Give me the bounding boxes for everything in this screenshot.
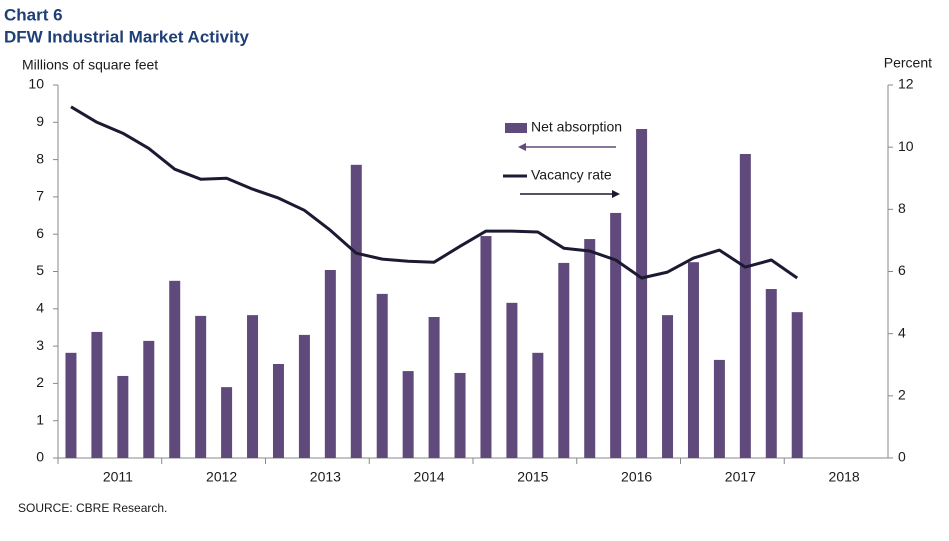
legend-label: Net absorption <box>531 119 622 135</box>
x-group-label: 2012 <box>206 469 237 485</box>
bar <box>610 212 622 458</box>
bar <box>376 293 388 458</box>
x-group-label: 2011 <box>103 469 133 485</box>
x-group-label: 2014 <box>414 469 445 485</box>
chart-title: Chart 6 <box>4 5 63 24</box>
y-tick-label: 6 <box>36 225 44 241</box>
legend-arrow-head <box>518 143 526 151</box>
source-note: SOURCE: CBRE Research. <box>18 501 167 515</box>
bar <box>532 352 544 458</box>
bar <box>584 239 596 458</box>
bar <box>662 315 674 458</box>
x-group-label: 2013 <box>310 469 341 485</box>
y2-axis-label: Percent <box>884 55 932 71</box>
x-group-label: 2015 <box>517 469 548 485</box>
legend-swatch <box>505 123 527 133</box>
y-tick-label: 10 <box>28 76 44 92</box>
bar <box>791 312 803 458</box>
y2-tick-label: 10 <box>898 138 914 154</box>
y2-tick-label: 0 <box>898 449 906 465</box>
bar <box>117 375 129 458</box>
bar <box>91 331 103 458</box>
y-tick-label: 0 <box>36 449 44 465</box>
legend-label: Vacancy rate <box>531 167 612 183</box>
bar <box>506 302 518 458</box>
bar <box>350 164 362 458</box>
line <box>70 105 799 280</box>
bar <box>480 236 492 458</box>
y-tick-label: 9 <box>36 113 44 129</box>
y2-tick-label: 8 <box>898 200 906 216</box>
bar <box>247 315 259 458</box>
bar <box>687 262 699 458</box>
bar <box>272 364 284 458</box>
bar <box>558 262 570 458</box>
y2-tick-label: 12 <box>898 76 914 92</box>
bar <box>195 315 207 458</box>
y2-tick-label: 4 <box>898 324 906 340</box>
x-group-label: 2018 <box>829 469 860 485</box>
y-tick-label: 2 <box>36 374 44 390</box>
bar <box>636 129 648 458</box>
y-tick-label: 3 <box>36 337 44 353</box>
bar <box>298 334 310 458</box>
bar <box>143 340 155 458</box>
bar <box>454 372 466 458</box>
x-group-label: 2017 <box>725 469 756 485</box>
y-tick-label: 8 <box>36 150 44 166</box>
bar <box>324 270 336 458</box>
bar <box>765 289 777 458</box>
bar <box>739 154 751 458</box>
chart-subtitle: DFW Industrial Market Activity <box>4 27 250 46</box>
bar <box>402 371 414 458</box>
y2-tick-label: 2 <box>898 387 906 403</box>
y-tick-label: 4 <box>36 300 44 316</box>
bar <box>169 280 181 458</box>
y-axis-label: Millions of square feet <box>22 57 158 73</box>
bar <box>713 359 725 458</box>
bar <box>65 352 77 458</box>
y2-tick-label: 6 <box>898 262 906 278</box>
x-group-label: 2016 <box>621 469 652 485</box>
bar <box>428 317 440 458</box>
bar <box>221 387 233 458</box>
legend-arrow-head <box>612 190 620 198</box>
y-tick-label: 1 <box>36 411 44 427</box>
y-tick-label: 7 <box>36 188 44 204</box>
y-tick-label: 5 <box>36 262 44 278</box>
